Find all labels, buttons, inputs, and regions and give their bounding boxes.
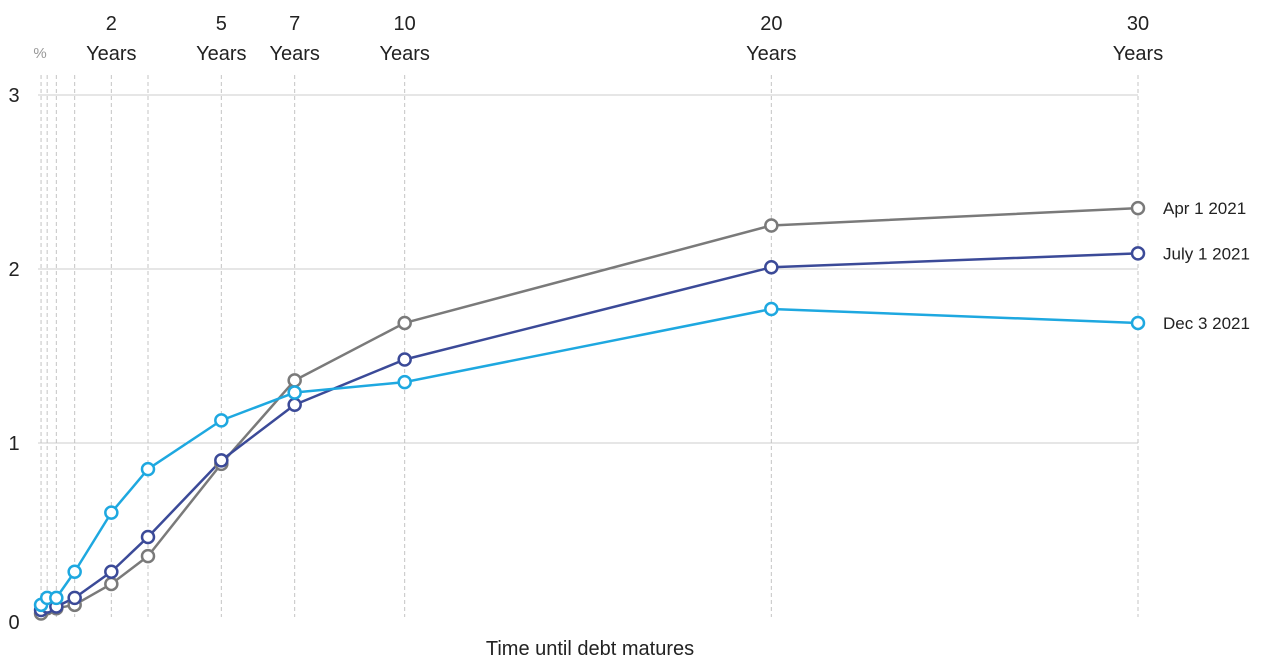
horizontal-gridlines [38,94,1138,444]
x-tick-unit: Years [269,43,319,65]
data-point [1130,246,1146,261]
data-point [1130,315,1146,331]
series-line [40,307,1139,606]
data-point [104,564,119,580]
y-tick-label: 2 [8,259,19,281]
y-tick-label: 1 [8,433,19,455]
y-tick-label: 0 [8,612,19,634]
data-point [67,590,82,606]
x-axis-title: Time until debt matures [486,638,694,659]
data-point [214,413,229,428]
data-point [140,548,156,564]
x-tick-unit: Years [196,43,246,65]
x-tick-value: 10 [394,13,416,35]
data-point [140,461,156,477]
x-tick-value: 5 [216,13,227,35]
x-tick-value: 20 [760,13,782,35]
data-point [397,352,412,367]
series-label: Apr 1 2021 [1163,199,1246,218]
data-point [287,397,302,412]
series-label: July 1 2021 [1163,244,1250,263]
data-point [764,301,779,317]
y-axis-unit-label: % [33,45,46,62]
series-points [33,200,1146,621]
data-point [764,260,779,275]
x-tick-unit: Years [1113,43,1163,65]
data-point [67,564,82,580]
series-labels: Apr 1 2021 July 1 2021 Dec 3 2021 [1163,199,1250,333]
data-point [214,453,229,468]
x-tick-unit: Years [746,43,796,65]
series-label: Dec 3 2021 [1163,314,1250,333]
data-point [104,576,119,592]
x-axis-ticks: 2 Years 5 Years 7 Years 10 Years 20 Years 30 Years [86,13,1163,65]
y-tick-label: 3 [8,85,19,107]
data-point [287,373,302,388]
x-tick-unit: Years [86,43,136,65]
vertical-gridlines [40,75,1139,617]
x-tick-value: 7 [289,13,300,35]
data-point [104,505,119,520]
data-point [397,315,412,331]
x-tick-value: 2 [106,13,117,35]
data-point [140,529,156,545]
data-point [287,385,302,400]
data-point [764,218,779,233]
x-tick-value: 30 [1127,13,1149,35]
x-tick-unit: Years [379,43,429,65]
data-point [1130,200,1146,216]
y-axis-ticks: 0 1 2 3 [8,85,19,634]
data-point [397,374,412,390]
data-point [49,590,64,606]
